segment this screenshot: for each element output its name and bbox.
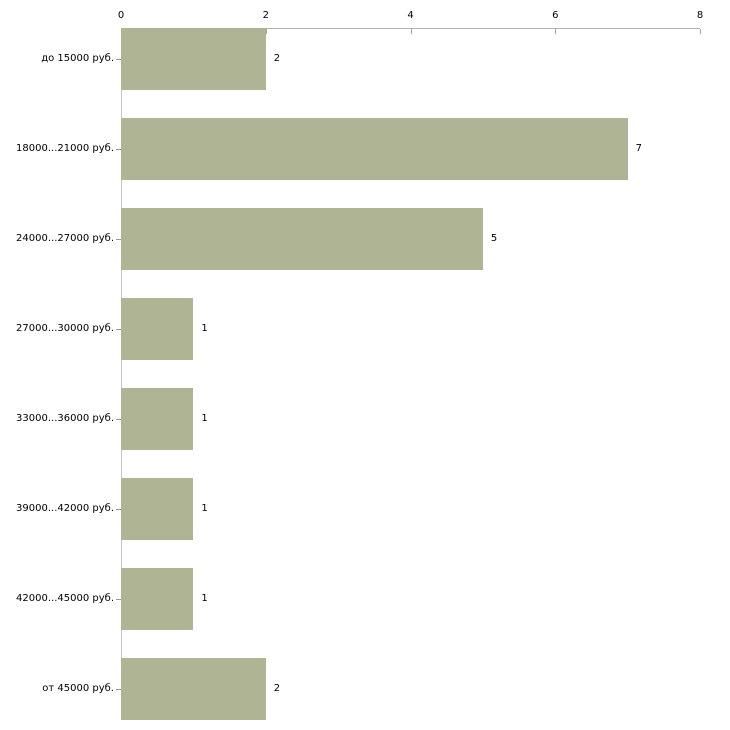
bar[interactable] <box>121 388 194 450</box>
y-axis-category-label: от 45000 руб. <box>42 683 114 694</box>
bar-value-label: 1 <box>201 323 208 334</box>
bar-value-label: 5 <box>490 233 498 244</box>
bar-value-label: 1 <box>201 503 208 514</box>
y-axis-tick <box>116 239 121 240</box>
y-axis-category-label: 18000...21000 руб. <box>16 143 114 154</box>
y-axis-tick <box>116 329 121 330</box>
bar-value-label: 1 <box>201 593 208 604</box>
x-axis-tick <box>555 29 557 34</box>
x-axis-tick <box>410 29 412 34</box>
bar[interactable] <box>121 478 194 540</box>
x-axis-tick <box>700 29 701 34</box>
y-axis-category-label: 33000...36000 руб. <box>16 413 114 424</box>
y-axis-tick <box>116 419 121 420</box>
y-axis-category-label: 24000...27000 руб. <box>16 233 114 244</box>
x-axis-tick-label: 4 <box>407 10 414 21</box>
y-axis-category-label: до 15000 руб. <box>41 53 114 64</box>
y-axis-line <box>121 28 122 702</box>
bar-value-label: 1 <box>201 413 208 424</box>
bar-value-label: 2 <box>273 53 281 64</box>
bar[interactable] <box>121 658 266 720</box>
bar[interactable] <box>121 298 194 360</box>
x-axis-tick-label: 8 <box>696 10 704 21</box>
y-axis-category-label: 27000...30000 руб. <box>16 323 114 334</box>
x-axis-tick-label: 6 <box>552 10 559 21</box>
x-axis-tick-label: 2 <box>262 10 269 21</box>
bar[interactable] <box>121 28 266 90</box>
y-axis-tick <box>116 599 121 600</box>
y-axis-category-label: 39000...42000 руб. <box>16 503 114 514</box>
bar[interactable] <box>121 208 483 270</box>
x-axis-tick-label: 0 <box>117 10 125 21</box>
bar[interactable] <box>121 118 628 180</box>
bar-value-label: 7 <box>635 143 642 154</box>
y-axis-tick <box>116 59 121 60</box>
bar[interactable] <box>121 568 194 630</box>
bar-value-label: 2 <box>273 683 281 694</box>
y-axis-tick <box>116 689 121 690</box>
y-axis-category-label: 42000...45000 руб. <box>16 593 114 604</box>
y-axis-category-labels: до 15000 руб. 18000...21000 руб. 24000...2… <box>0 0 114 730</box>
x-axis-tick <box>265 29 267 34</box>
x-axis-line <box>121 28 700 29</box>
y-axis-tick <box>116 509 121 510</box>
y-axis-tick <box>116 149 121 150</box>
